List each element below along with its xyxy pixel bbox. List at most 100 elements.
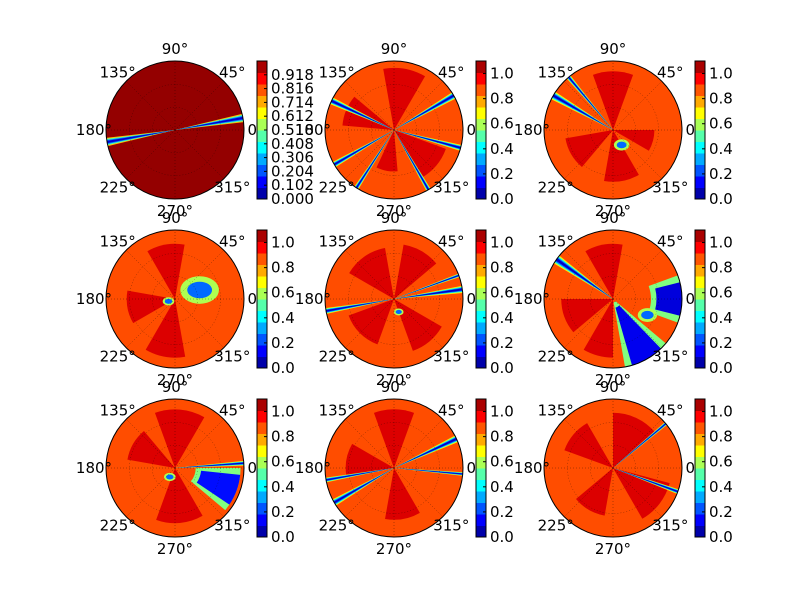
- colorbar-band: [257, 410, 267, 423]
- polar-frame: [543, 60, 683, 200]
- angular-gridline: [174, 467, 224, 517]
- colorbar-tick-label: 0.4: [709, 478, 733, 496]
- angle-tick-label: 315°: [652, 516, 688, 534]
- contour-beam: [331, 468, 394, 505]
- colorbar-tick-label: 0.816: [271, 80, 314, 98]
- colorbar-band: [695, 253, 705, 265]
- colorbar-band: [695, 491, 705, 503]
- radial-gridline: [370, 106, 418, 154]
- colorbar-band: [695, 479, 705, 492]
- contour-patch: [345, 443, 394, 477]
- angle-tick-label: 45°: [219, 402, 246, 420]
- colorbar-band: [695, 276, 705, 288]
- colorbar-tick-label: 0.4: [709, 309, 733, 327]
- radial-gridline: [589, 444, 637, 492]
- colorbar-band: [695, 118, 705, 131]
- angular-gridline: [126, 129, 176, 179]
- angular-gridline: [174, 419, 224, 469]
- colorbar-band: [257, 276, 267, 288]
- colorbar-band: [257, 422, 267, 434]
- polar-subplot-row2-col2: 90°45°135°180° 0°225° 315°270°1.00.80.60.4…: [295, 209, 514, 389]
- colorbar-band: [257, 456, 267, 469]
- colorbar-tick-label: 0.2: [709, 334, 733, 352]
- polar-field: [106, 399, 244, 537]
- contour-patch: [564, 423, 613, 468]
- colorbar-tick-label: 0.6: [490, 115, 514, 133]
- contour-beam: [613, 468, 681, 495]
- colorbar-band: [695, 345, 705, 357]
- angular-gridline: [564, 250, 614, 300]
- colorbar-band: [695, 95, 705, 108]
- colorbar-band: [257, 61, 267, 73]
- contour-patch: [394, 244, 437, 299]
- colorbar-tick-label: 1.0: [271, 234, 295, 252]
- angle-tick-label: 45°: [438, 64, 465, 82]
- colorbar-band: [476, 356, 486, 369]
- colorbar-band: [695, 422, 705, 434]
- colorbar-tick-label: 0.918: [271, 66, 314, 84]
- angle-tick-label: 180°: [76, 459, 112, 477]
- contour-beam: [325, 468, 394, 482]
- contour-beam: [566, 75, 613, 130]
- colorbar-tick-label: 0.4: [271, 309, 295, 327]
- colorbar-band: [695, 502, 705, 515]
- colorbar-band: [476, 84, 486, 96]
- radial-gridline: [151, 106, 199, 154]
- colorbar-band: [257, 445, 267, 457]
- angle-tick-label: 225°: [100, 516, 136, 534]
- colorbar-band: [476, 61, 486, 73]
- contour-patch: [126, 290, 175, 324]
- polar-frame: [543, 398, 683, 538]
- angle-tick-label: 270°: [376, 371, 412, 389]
- colorbar-band: [476, 164, 486, 177]
- contour-patch: [561, 299, 613, 333]
- angle-tick-label: 270°: [157, 371, 193, 389]
- colorbar-tick-label: 1.0: [709, 403, 733, 421]
- radial-gridline: [151, 275, 199, 323]
- colorbar-band: [695, 84, 705, 96]
- contour-patch: [613, 468, 670, 519]
- colorbar-band: [476, 253, 486, 265]
- colorbar-band: [695, 107, 705, 119]
- colorbar-tick-label: 0.8: [709, 259, 733, 277]
- contour-patch: [349, 248, 394, 299]
- contour-patch: [394, 299, 442, 351]
- colorbar-band: [476, 153, 486, 165]
- colorbar-band: [476, 333, 486, 346]
- colorbar-band: [257, 253, 267, 265]
- contour-patch: [583, 299, 613, 358]
- polar-field: [544, 399, 682, 537]
- angular-gridline: [612, 81, 662, 131]
- angle-tick-label: 180°: [295, 290, 331, 308]
- contour-patch: [156, 468, 203, 524]
- angle-tick-label: 135°: [538, 233, 574, 251]
- contour-beam: [394, 468, 463, 476]
- colorbar-band: [695, 187, 705, 200]
- colorbar-band: [257, 356, 267, 369]
- colorbar-tick-label: 0.4: [271, 478, 295, 496]
- angular-gridline: [612, 129, 662, 179]
- angle-tick-label: 45°: [657, 233, 684, 251]
- angular-gridline: [564, 419, 614, 469]
- contour-beam: [394, 130, 463, 151]
- contour-blob: [616, 141, 627, 149]
- polar-subplot-row3-col1: 90°45°135°180° 0°225° 315°270°1.00.80.60.4…: [76, 378, 295, 558]
- angle-tick-label: 180°: [514, 459, 550, 477]
- contour-beam: [325, 299, 394, 313]
- contour-beam: [394, 468, 463, 475]
- contour-patch: [565, 130, 613, 167]
- colorbar-band: [695, 514, 705, 526]
- angular-gridline: [612, 250, 662, 300]
- radial-gridline: [567, 253, 659, 345]
- angular-gridline: [126, 467, 176, 517]
- colorbar-tick-label: 0.204: [271, 162, 314, 180]
- contour-beam: [175, 114, 244, 130]
- angular-gridline: [345, 129, 395, 179]
- colorbar-band: [695, 410, 705, 423]
- contour-wedge: [655, 282, 682, 316]
- colorbar-tick-label: 0.8: [709, 90, 733, 108]
- polar-field: [325, 230, 463, 368]
- colorbar-band: [695, 525, 705, 538]
- angle-tick-label: 315°: [433, 347, 469, 365]
- contour-beam: [354, 130, 394, 190]
